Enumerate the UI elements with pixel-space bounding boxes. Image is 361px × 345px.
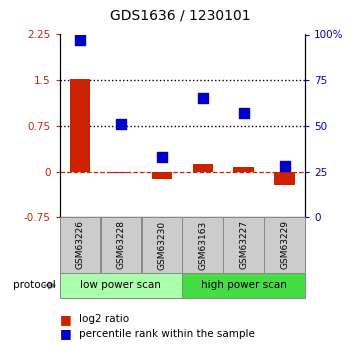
Text: high power scan: high power scan (201, 280, 287, 290)
Text: ■: ■ (60, 313, 71, 326)
Bar (152, 171, 172, 179)
Bar (264, 217, 305, 273)
Text: GSM63229: GSM63229 (280, 220, 289, 269)
Bar (274, 171, 295, 185)
Text: log2 ratio: log2 ratio (79, 314, 130, 324)
Text: protocol: protocol (13, 280, 55, 290)
Point (282, 164, 287, 169)
Bar (111, 171, 131, 173)
Bar (60, 217, 100, 273)
Bar (70, 79, 90, 171)
Text: percentile rank within the sample: percentile rank within the sample (79, 329, 255, 339)
Text: GSM63163: GSM63163 (198, 220, 207, 269)
Text: GSM63227: GSM63227 (239, 220, 248, 269)
Text: GSM63228: GSM63228 (117, 220, 125, 269)
Text: GSM63226: GSM63226 (75, 220, 84, 269)
Point (118, 121, 124, 127)
Point (200, 96, 206, 101)
Bar (101, 217, 141, 273)
Bar (192, 164, 213, 171)
Bar (182, 273, 305, 298)
Bar (234, 167, 254, 171)
Text: low power scan: low power scan (81, 280, 161, 290)
Point (77, 37, 83, 43)
Bar (182, 217, 223, 273)
Point (241, 110, 247, 116)
Bar (223, 217, 264, 273)
Text: GDS1636 / 1230101: GDS1636 / 1230101 (110, 9, 251, 23)
Bar (142, 217, 182, 273)
Text: ■: ■ (60, 327, 71, 341)
Bar (60, 273, 182, 298)
Point (159, 154, 165, 160)
Text: GSM63230: GSM63230 (157, 220, 166, 269)
